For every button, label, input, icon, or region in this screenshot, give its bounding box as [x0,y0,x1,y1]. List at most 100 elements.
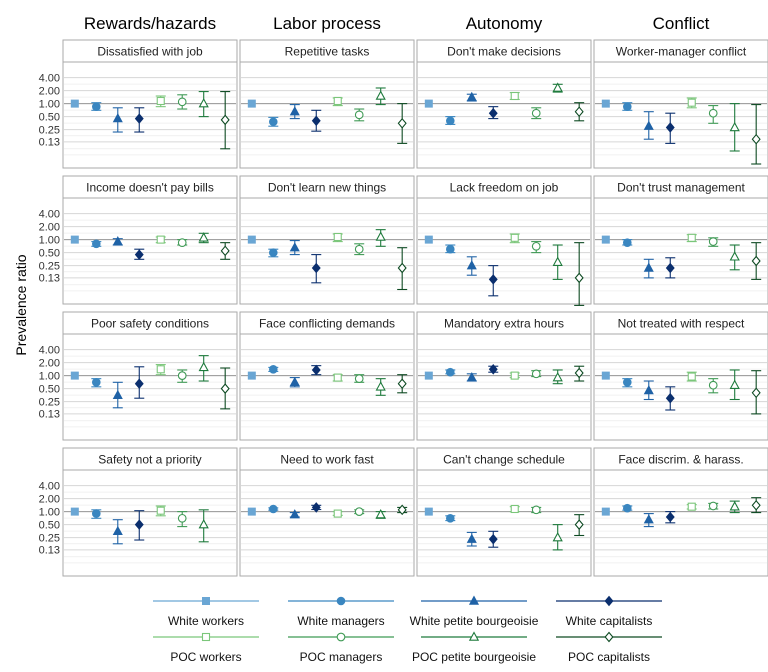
point-white-managers [445,116,456,126]
point-poc-managers [354,243,365,256]
point-marker [354,244,364,254]
point-marker [552,371,563,382]
y-tick-label: 4.00 [39,72,60,84]
panel-title: Poor safety conditions [91,317,209,331]
point-marker [445,244,455,254]
legend-label: POC capitalists [568,650,650,664]
point-poc-capitalists [397,247,408,291]
point-poc-capitalists [574,365,585,382]
point-poc-managers [177,238,188,248]
panel-title: Don't make decisions [447,45,561,59]
point-poc-capitalists [397,374,408,394]
point-poc-managers [354,507,365,516]
point-marker [574,367,584,379]
point-white-managers [268,365,279,374]
point-marker [751,499,761,511]
point-marker [665,262,675,274]
point-marker [177,513,187,523]
point-poc-managers [708,501,719,511]
point-marker [643,385,654,395]
point-marker [708,501,718,511]
point-white-managers [622,378,633,388]
legend-label: White managers [297,614,384,628]
panel-strip [416,175,592,199]
panel-strip [239,311,415,335]
point-white-workers [424,235,433,244]
legend-item-white-petite-bourgeoisie: White petite bourgeoisie [410,595,539,628]
point-marker [601,235,610,244]
legend-item-white-workers: White workers [153,597,259,628]
panel-strip [593,447,768,471]
legend-item-white-capitalists: White capitalists [556,595,662,628]
panel-income-doesn-t-pay-bills: Income doesn't pay bills 0.130.250.501.00… [39,175,238,305]
point-poc-workers [332,232,343,243]
point-white-petite-bourgeoisie [112,381,123,409]
legend-marker [336,596,346,606]
point-poc-workers [509,91,520,101]
point-marker [333,509,342,518]
legend-marker [202,597,210,605]
point-marker [247,371,256,380]
point-marker [643,262,654,272]
point-poc-workers [332,96,343,107]
point-marker [134,378,144,389]
point-white-capitalists [665,386,676,411]
y-tick-label: 0.50 [39,383,60,395]
point-white-capitalists [311,109,322,132]
point-white-capitalists [665,511,676,524]
point-white-capitalists [134,248,145,260]
point-white-managers [268,504,279,514]
point-white-petite-bourgeoisie [466,256,477,276]
point-white-capitalists [488,265,499,297]
point-marker [220,383,230,394]
point-marker [311,115,321,127]
point-poc-petite-bourgeoisie [375,87,386,106]
point-poc-petite-bourgeoisie [198,509,209,543]
point-marker [70,371,79,380]
panel-title: Repetitive tasks [285,45,370,59]
point-marker [552,82,563,92]
point-poc-capitalists [574,102,585,122]
point-marker [375,509,386,519]
point-marker [708,108,718,118]
point-marker [354,374,364,384]
panel-face-conflicting-demands: Face conflicting demands [239,311,415,441]
point-white-capitalists [665,112,676,144]
point-poc-managers [177,511,188,528]
point-poc-managers [708,378,719,394]
y-tick-label: 2.00 [39,221,60,233]
point-white-workers [247,99,256,108]
point-marker [510,233,519,242]
point-marker [156,235,165,244]
point-white-managers [622,503,633,513]
point-white-managers [91,239,102,249]
point-poc-petite-bourgeoisie [375,509,386,519]
point-marker [552,256,563,266]
point-white-capitalists [311,502,322,513]
point-marker [622,503,632,513]
legend-marker [604,631,614,643]
panel-safety-not-a-priority: Safety not a priority 0.130.250.501.002.0… [39,447,238,577]
point-poc-managers [531,241,542,254]
panel-title: Don't learn new things [268,181,386,195]
panel-can-t-change-schedule: Can't change schedule [416,447,592,577]
point-poc-workers [509,371,520,380]
point-marker [289,106,300,116]
point-white-workers [601,235,610,244]
point-poc-petite-bourgeoisie [552,369,563,385]
point-white-workers [601,99,610,108]
point-white-managers [445,514,456,523]
y-tick-label: 4.00 [39,344,60,356]
y-tick-label: 0.25 [39,532,60,544]
point-marker [445,514,455,523]
point-poc-workers [332,373,343,382]
point-white-capitalists [134,510,145,541]
point-poc-workers [686,97,697,109]
point-marker [247,235,256,244]
point-marker [665,392,675,404]
point-poc-petite-bourgeoisie [729,369,740,401]
panel-strip [416,447,592,471]
point-poc-petite-bourgeoisie [729,103,740,152]
point-marker [268,504,278,514]
panel-grid: Dissatisfied with job0.130.250.501.002.0… [39,39,768,577]
